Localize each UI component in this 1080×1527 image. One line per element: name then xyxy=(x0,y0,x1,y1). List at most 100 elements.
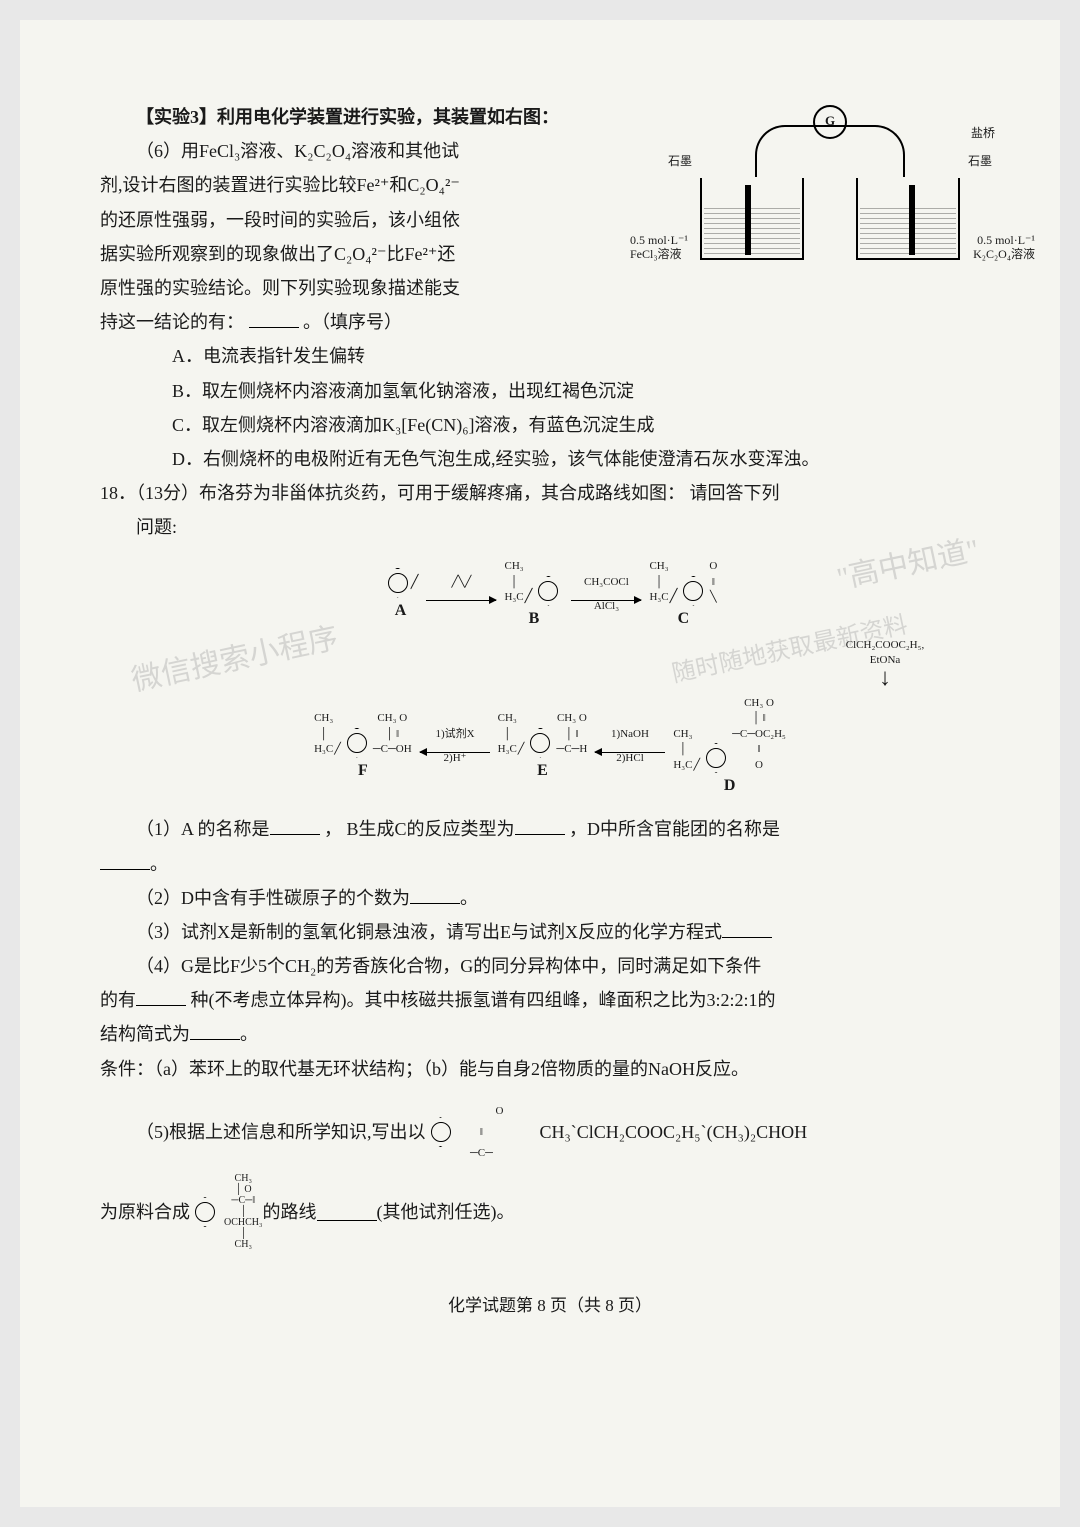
b-h3c: H₃C xyxy=(504,591,523,603)
q18-sub4-l1: （4）G是比F少5个CH₂的芳香族化合物，G的同分异构体中，同时满足如下条件 xyxy=(100,949,1000,983)
blank-fill xyxy=(249,309,299,328)
benzene-icon xyxy=(190,1197,220,1227)
synthesis-scheme: "高中知道" 微信搜索小程序 随时随地获取最新资料 ╱ A ╱╲╱ CH₃│H₃… xyxy=(100,559,1000,797)
q18-sub1-end: 。 xyxy=(100,847,1000,881)
propene-icon: ╱╲╱ xyxy=(426,575,496,590)
sub1b: ， B生成C的反应类型为 xyxy=(324,819,515,839)
label-right-sol: K₂C₂O₄溶液 xyxy=(973,243,1035,266)
label-b: B xyxy=(529,608,540,630)
reagent-alcl3: AlCl₃ xyxy=(571,599,641,614)
exp3-p6-l2: 剂,设计右图的装置进行实验比较Fe²⁺和C₂O₄²⁻ xyxy=(100,168,650,202)
prod-ch3: CH₃ xyxy=(235,1173,252,1184)
f-oh: OH xyxy=(396,743,412,755)
d-oc2h5: OC₂H₅ xyxy=(755,728,786,740)
product-structure: CH₃│ O─C─‖│OCHCH₃│CH₃ xyxy=(190,1173,263,1250)
beaker-right-icon xyxy=(856,178,960,260)
q18-sub5-l1: （5)根据上述信息和所学知识,写出以 O‖─C─ CH₃`ClCH₂COOC₂H… xyxy=(100,1101,1000,1164)
benzene-icon xyxy=(383,568,413,598)
d-ch3t: CH₃ xyxy=(673,728,692,740)
e-o: O xyxy=(579,712,587,724)
blank xyxy=(410,885,460,904)
e-h3c: H₃C xyxy=(498,743,517,755)
benzene-icon xyxy=(525,728,555,758)
reagent-clch2: ClCH₂COOC₂H₅, xyxy=(846,638,924,653)
label-d: D xyxy=(724,775,736,797)
label-graphite-right: 石墨 xyxy=(968,150,992,173)
sub5a: （5)根据上述信息和所学知识,写出以 xyxy=(100,1115,426,1149)
sub1d: 。 xyxy=(150,854,168,874)
f-h3c: H₃C xyxy=(314,743,333,755)
benzene-icon xyxy=(533,576,563,606)
f-ch3: CH₃ xyxy=(377,712,396,724)
reagent-acetylcl: CH₃COCl xyxy=(571,575,641,590)
label-f: F xyxy=(358,760,368,782)
scheme-row-2: CH₃│H₃C ╱ CH₃ O│ ‖─C─OH F 1)试剂X 2)H⁺ CH₃… xyxy=(100,696,1000,797)
q18-sub5-l2: 为原料合成 CH₃│ O─C─‖│OCHCH₃│CH₃ 的路线 (其他试剂任选)… xyxy=(100,1173,1000,1250)
arrow-b-c: CH₃COCl AlCl₃ xyxy=(571,581,641,609)
q18-stem: 18．（13分）布洛芬为非甾体抗炎药，可用于缓解疼痛，其合成路线如图： 请回答下… xyxy=(100,476,1000,510)
down-arrow-icon: ↓ xyxy=(879,669,891,688)
arrow-e-f: 1)试剂X 2)H⁺ xyxy=(420,733,490,761)
option-c: C．取左侧烧杯内溶液滴加K₃[Fe(CN)₆]溶液，有蓝色沉淀生成 xyxy=(100,408,1000,442)
q18-sub3: （3）试剂X是新制的氢氧化铜悬浊液，请写出E与试剂X反应的化学方程式 xyxy=(100,915,1000,949)
molecule-f: CH₃│H₃C ╱ CH₃ O│ ‖─C─OH F xyxy=(314,711,412,782)
label-left-sol: FeCl₃溶液 xyxy=(630,243,682,266)
label-a: A xyxy=(395,600,407,622)
blank xyxy=(136,987,186,1006)
sub3: （3）试剂X是新制的氢氧化铜悬浊液，请写出E与试剂X反应的化学方程式 xyxy=(136,922,722,942)
option-d: D．右侧烧杯的电极附近有无色气泡生成,经实验，该气体能使澄清石灰水变浑浊。 xyxy=(100,442,1000,476)
blank xyxy=(270,816,320,835)
e-ch3: CH₃ xyxy=(557,712,576,724)
sub4d: 结构简式为 xyxy=(100,1024,190,1044)
electrochemical-cell-figure: G 盐桥 石墨 石墨 0.5 mol·L⁻¹ FeCl₃溶液 0.5 mol·L… xyxy=(660,100,1000,280)
reagent-x: 1)试剂X xyxy=(420,727,490,742)
label-salt-bridge: 盐桥 xyxy=(971,122,995,145)
reagent-hplus: 2)H⁺ xyxy=(420,751,490,766)
q18-sub1: （1）A 的名称是 ， B生成C的反应类型为 ，D中所含官能团的名称是 xyxy=(100,812,1000,846)
f-o: O xyxy=(399,712,407,724)
sub5-reagents: CH₃`ClCH₂COOC₂H₅`(CH₃)₂CHOH xyxy=(503,1115,807,1149)
q18-sub2: （2）D中含有手性碳原子的个数为 。 xyxy=(100,881,1000,915)
exam-page: 【实验3】利用电化学装置进行实验，其装置如右图： （6）用FeCl₃溶液、K₂C… xyxy=(20,20,1060,1507)
electrode-right-icon xyxy=(909,185,915,255)
c-ch3: CH₃ xyxy=(649,560,668,572)
benzene-icon xyxy=(342,728,372,758)
benzene-icon xyxy=(678,576,708,606)
sub4e: 。 xyxy=(240,1024,258,1044)
molecule-a: ╱ A xyxy=(383,568,419,622)
sub2b: 。 xyxy=(460,888,478,908)
salt-bridge-icon xyxy=(755,125,905,177)
molecule-d: CH₃│H₃C ╱ CH₃ O│ ‖─C─OC₂H₅‖O D xyxy=(673,696,786,797)
b-ch3: CH₃ xyxy=(504,560,523,572)
prod-och: OCHCH₃ xyxy=(224,1217,263,1228)
c-o: O xyxy=(709,560,717,572)
exp3-p6-l6: 持这一结论的有： 。（填序号） xyxy=(100,305,650,339)
label-graphite-left: 石墨 xyxy=(668,150,692,173)
reagent-naoh: 1)NaOH xyxy=(595,727,665,742)
blank xyxy=(722,919,772,938)
q18-sub4-l2: 的有 种(不考虑立体异构)。其中核磁共振氢谱有四组峰，峰面积之比为3:2:2:1… xyxy=(100,983,1000,1017)
sub4c: 种(不考虑立体异构)。其中核磁共振氢谱有四组峰，峰面积之比为3:2:2:1的 xyxy=(191,990,776,1010)
q18-sub4-l3: 结构简式为 。 xyxy=(100,1017,1000,1051)
electrode-left-icon xyxy=(745,185,751,255)
sub5b: 为原料合成 xyxy=(100,1195,190,1229)
exp3-p6-l1: （6）用FeCl₃溶液、K₂C₂O₄溶液和其他试 xyxy=(100,134,650,168)
exp3-p6-l5: 原性强的实验结论。则下列实验现象描述能支 xyxy=(100,271,650,305)
q18-conditions: 条件：（a）苯环上的取代基无环状结构；（b）能与自身2倍物质的量的NaOH反应。 xyxy=(100,1052,1000,1086)
prod-o: O xyxy=(244,1184,251,1195)
acetophenone-structure: O‖─C─ xyxy=(426,1101,504,1164)
label-e: E xyxy=(537,760,548,782)
molecule-b: CH₃│H₃C ╱ B xyxy=(504,559,563,630)
benzene-icon xyxy=(701,743,731,773)
sub2a: （2）D中含有手性碳原子的个数为 xyxy=(136,888,410,908)
arrow-c-d: ClCH₂COOC₂H₅, EtONa ↓ xyxy=(830,638,940,688)
beaker-left-icon xyxy=(700,178,804,260)
exp3-p6-l3: 的还原性强弱，一段时间的实验后，该小组依 xyxy=(100,203,650,237)
page-footer: 化学试题第 8 页（共 8 页） xyxy=(100,1290,1000,1322)
experiment-3-block: 【实验3】利用电化学装置进行实验，其装置如右图： （6）用FeCl₃溶液、K₂C… xyxy=(100,100,1000,339)
sub1c: ，D中所含官能团的名称是 xyxy=(569,819,780,839)
d-h3c: H₃C xyxy=(673,759,692,771)
scheme-row-1: ╱ A ╱╲╱ CH₃│H₃C ╱ B CH₃COCl AlCl₃ xyxy=(100,559,1000,630)
molecule-c: CH₃│H₃C ╱ O‖╲ C xyxy=(649,559,717,630)
arrow-a-b: ╱╲╱ xyxy=(426,581,496,609)
